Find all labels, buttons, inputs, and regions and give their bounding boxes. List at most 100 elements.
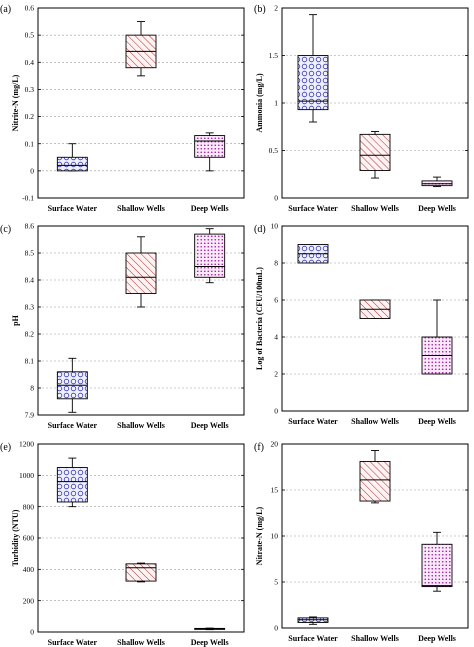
x-category-label: Deep Wells [418, 204, 456, 213]
box-plot-deep-wells [421, 299, 453, 375]
y-tick-label: 10 [271, 222, 279, 231]
plot-area [281, 225, 469, 412]
iqr-box [194, 233, 226, 278]
y-tick-label: 0.5 [269, 146, 279, 155]
panel-label: (f) [254, 442, 264, 453]
y-tick-label: 0 [274, 624, 278, 633]
y-tick-label: 0 [274, 407, 278, 416]
iqr-box [421, 543, 453, 588]
y-axis-label: Log of Bacteria (CFU/100mL) [255, 267, 264, 370]
y-tick-label: 5 [274, 578, 278, 587]
y-tick-label: 0 [30, 628, 34, 637]
x-category-label: Deep Wells [191, 421, 229, 430]
y-tick-label: 8 [274, 259, 278, 268]
y-tick-label: 7.9 [25, 411, 35, 420]
chart-panel: -0.1 0 0.1 0.2 0.3 0.4 0.5 0.6 Surface Water Shal… [0, 4, 245, 213]
chart-panel: 0 200 400 600 800 1000 1200 Surface Water Shallo… [0, 440, 245, 647]
x-category-label: Shallow Wells [117, 204, 165, 213]
x-category-label: Surface Water [48, 204, 98, 213]
x-category-label: Surface Water [288, 634, 338, 643]
box-plot-deep-wells [421, 531, 453, 592]
y-tick-label: 400 [23, 565, 35, 574]
panel-label: (e) [0, 442, 11, 453]
box-plot-deep-wells [194, 132, 226, 172]
y-tick-label: 8.3 [25, 303, 35, 312]
y-tick-label: 15 [271, 486, 279, 495]
panel-label: (c) [0, 224, 11, 235]
y-tick-label: 1000 [19, 471, 34, 480]
plot-area [37, 7, 245, 199]
y-tick-label: 6 [274, 296, 278, 305]
iqr-box [56, 156, 88, 172]
box-plot-deep-wells [194, 627, 226, 631]
box-plot-shallow-wells [359, 131, 391, 179]
y-tick-label: 8.5 [25, 249, 35, 258]
y-tick-label: 1200 [19, 440, 34, 449]
y-tick-label: 0.1 [25, 139, 35, 148]
x-category-label: Deep Wells [191, 638, 229, 647]
plot-area [281, 7, 469, 199]
x-category-label: Shallow Wells [351, 417, 399, 426]
y-tick-label: 0 [274, 194, 278, 203]
x-category-label: Surface Water [48, 638, 98, 647]
box-plot-surface-water [297, 616, 329, 625]
box-plot-shallow-wells [125, 562, 157, 583]
iqr-box [125, 563, 157, 582]
y-tick-label: 1 [274, 99, 278, 108]
y-tick-label: 8.4 [25, 276, 35, 285]
plot-area [37, 225, 245, 416]
y-tick-label: -0.1 [22, 194, 34, 203]
box-plot-surface-water [56, 143, 88, 172]
y-tick-label: 20 [271, 440, 279, 449]
y-axis-label: Nitrite-N (mg/L) [11, 74, 20, 131]
box-plot-shallow-wells [125, 21, 157, 77]
iqr-box [359, 133, 391, 171]
y-axis-label: Turbidity (NTU) [11, 509, 20, 566]
panel-label: (a) [0, 4, 11, 15]
box-plot-surface-water [297, 244, 329, 264]
iqr-box [125, 252, 157, 294]
y-axis-label: Nitrate-N (mg/L) [255, 506, 264, 565]
box-plot-surface-water [297, 14, 329, 123]
y-tick-label: 0.4 [25, 58, 35, 67]
box-plot-surface-water [56, 457, 88, 508]
x-category-label: Deep Wells [191, 204, 229, 213]
y-tick-label: 4 [274, 333, 278, 342]
y-tick-label: 2 [274, 4, 278, 13]
box-plot-shallow-wells [359, 299, 391, 319]
y-tick-label: 8.6 [25, 222, 35, 231]
x-category-label: Surface Water [48, 421, 98, 430]
box-plot-shallow-wells [125, 236, 157, 308]
y-tick-label: 0.2 [25, 112, 35, 121]
box-plot-deep-wells [421, 176, 453, 188]
y-axis-label: pH [11, 314, 20, 325]
chart-panel: 0 0.5 1 1.5 2 Surface Water Shallow Wells Deep … [254, 4, 469, 213]
y-tick-label: 0 [30, 166, 34, 175]
x-category-label: Deep Wells [418, 417, 456, 426]
y-tick-label: 2 [274, 370, 278, 379]
plot-area [37, 443, 245, 633]
y-tick-label: 200 [23, 596, 35, 605]
y-tick-label: 8.2 [25, 330, 35, 339]
iqr-box [56, 467, 88, 503]
x-category-label: Deep Wells [418, 634, 456, 643]
y-tick-label: 0.3 [25, 85, 35, 94]
chart-panel: 0 5 10 15 20 Surface Water Shallow Wells Deep W… [254, 440, 469, 643]
x-category-label: Shallow Wells [117, 421, 165, 430]
x-category-label: Shallow Wells [117, 638, 165, 647]
y-tick-label: 0.5 [25, 31, 35, 40]
panel-label: (b) [254, 4, 266, 15]
y-tick-label: 1.5 [269, 51, 279, 60]
x-category-label: Surface Water [288, 204, 338, 213]
x-category-label: Surface Water [288, 417, 338, 426]
x-category-label: Shallow Wells [351, 634, 399, 643]
iqr-box [359, 461, 391, 502]
y-tick-label: 600 [23, 534, 35, 543]
y-tick-label: 8.1 [25, 357, 35, 366]
y-tick-label: 8 [30, 384, 34, 393]
box-plot-shallow-wells [359, 449, 391, 504]
panel-label: (d) [254, 224, 266, 235]
y-tick-label: 10 [271, 532, 279, 541]
y-tick-label: 800 [23, 502, 35, 511]
